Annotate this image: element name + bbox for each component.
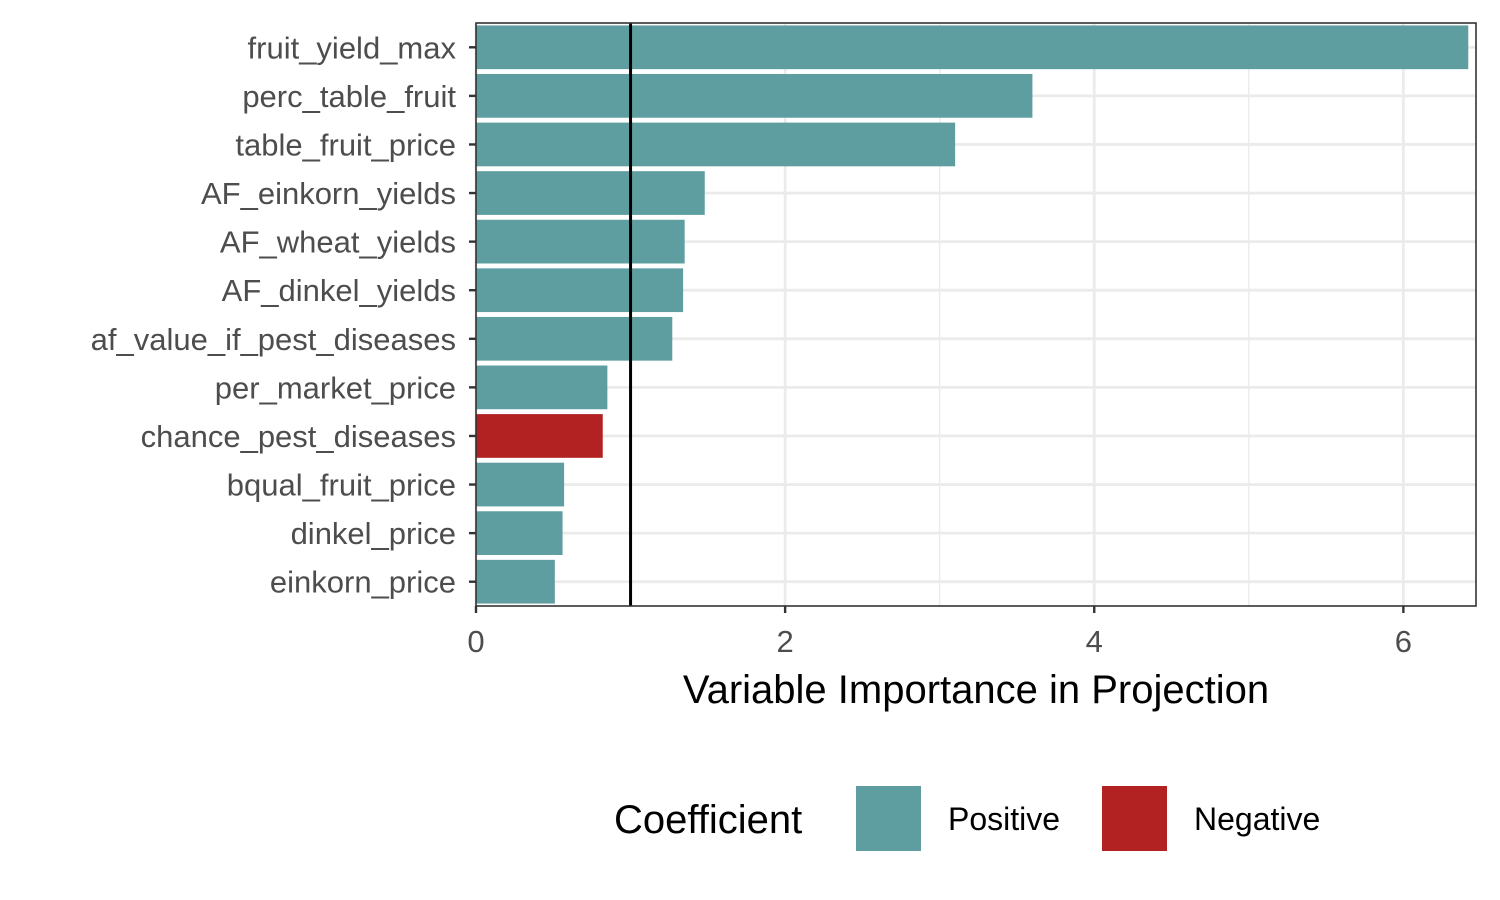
y-tick-label: dinkel_price (291, 516, 456, 551)
y-tick-label: table_fruit_price (235, 127, 456, 162)
x-axis: 0 2 4 6 (467, 606, 1412, 659)
bar-table_fruit_price (476, 122, 956, 167)
y-tick-label: bqual_fruit_price (227, 468, 456, 503)
legend-key-positive (856, 786, 921, 851)
legend-label-negative: Negative (1194, 801, 1320, 837)
bars (476, 25, 1469, 604)
y-axis: fruit_yield_max perc_table_fruit table_fru… (91, 30, 476, 600)
y-tick-label: chance_pest_diseases (141, 419, 456, 454)
bar-einkorn_price (476, 559, 555, 604)
y-tick-label: per_market_price (215, 370, 456, 405)
legend-key-negative (1102, 786, 1167, 851)
y-tick-label: AF_wheat_yields (220, 225, 456, 260)
panel-border (475, 22, 1477, 607)
y-tick-label: AF_dinkel_yields (222, 273, 456, 308)
bar-AF_dinkel_yields (476, 268, 684, 313)
bar-AF_einkorn_yields (476, 171, 705, 215)
bar-dinkel_price (476, 511, 563, 555)
x-tick-label: 0 (467, 624, 484, 659)
bar-bqual_fruit_price (476, 462, 565, 507)
legend-entries: Positive Negative (856, 786, 1320, 851)
y-tick-label: einkorn_price (270, 565, 456, 600)
y-tick-label: perc_table_fruit (242, 79, 456, 114)
bar-af_value_if_pest_diseases (476, 316, 673, 361)
bar-perc_table_fruit (476, 74, 1033, 118)
legend-title: Coefficient (614, 798, 802, 842)
bar-AF_wheat_yields (476, 219, 685, 264)
x-tick-label: 2 (776, 624, 793, 659)
y-tick-label: af_value_if_pest_diseases (91, 322, 456, 357)
y-tick-label: AF_einkorn_yields (201, 176, 456, 211)
x-tick-label: 6 (1395, 624, 1412, 659)
bar-per_market_price (476, 365, 608, 410)
x-axis-title: Variable Importance in Projection (683, 668, 1269, 712)
legend-label-positive: Positive (948, 801, 1060, 837)
bar-chance_pest_diseases (476, 414, 603, 458)
bar-fruit_yield_max (476, 25, 1469, 70)
legend: Coefficient Positive Negative (614, 786, 1320, 851)
x-tick-label: 4 (1086, 624, 1103, 659)
y-tick-label: fruit_yield_max (248, 30, 457, 65)
